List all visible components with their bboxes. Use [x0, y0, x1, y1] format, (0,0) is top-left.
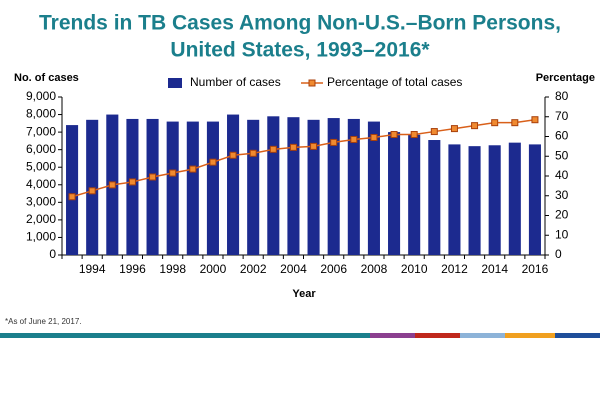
marker: [491, 119, 499, 127]
y-tick-label: 1,000: [26, 230, 56, 244]
bar: [206, 121, 219, 255]
y-axis-label: No. of cases: [14, 72, 79, 84]
marker: [511, 119, 519, 127]
legend-label: Number of cases: [190, 75, 281, 89]
line: [71, 118, 536, 198]
chart-title: Trends in TB Cases Among Non-U.S.–Born P…: [39, 12, 561, 35]
bar: [186, 121, 199, 255]
y-tick-label: 4,000: [26, 177, 56, 191]
bar: [146, 118, 159, 255]
x-tick-label: 2008: [361, 262, 388, 276]
marker: [209, 158, 217, 166]
y-tick-label: 2,000: [26, 212, 56, 226]
y-tick-label: 7,000: [26, 124, 56, 138]
bar: [347, 118, 360, 255]
x-tick-label: 2012: [441, 262, 468, 276]
footer-band: [0, 333, 600, 338]
x-tick-label: 2000: [200, 262, 227, 276]
bar: [126, 118, 139, 255]
marker: [269, 145, 277, 153]
y2-tick-label: 20: [555, 208, 569, 222]
bar: [287, 117, 300, 255]
y2-tick-label: 40: [555, 168, 569, 182]
bar: [488, 145, 501, 255]
marker: [330, 138, 338, 146]
x-tick-label: 1994: [79, 262, 106, 276]
y-tick-label: 5,000: [26, 159, 56, 173]
marker: [471, 122, 479, 130]
x-tick-label: 1996: [119, 262, 146, 276]
bar: [528, 144, 541, 255]
y-tick-label: 0: [49, 247, 56, 261]
x-tick-label: 2010: [401, 262, 428, 276]
x-tick-label: 2004: [280, 262, 307, 276]
bar: [448, 144, 461, 255]
y2-tick-label: 60: [555, 129, 569, 143]
marker: [108, 181, 116, 189]
marker: [450, 125, 458, 133]
y2-tick-label: 0: [555, 247, 562, 261]
marker: [289, 143, 297, 151]
marker: [350, 135, 358, 143]
bar: [468, 146, 481, 255]
marker: [310, 142, 318, 150]
bar: [367, 121, 380, 255]
marker: [249, 149, 257, 157]
y2-tick-label: 80: [555, 89, 569, 103]
bar: [247, 119, 260, 255]
marker: [390, 131, 398, 139]
bar: [227, 114, 240, 255]
chart-title: United States, 1993–2016*: [170, 39, 430, 62]
y-tick-label: 9,000: [26, 89, 56, 103]
legend-swatch: [168, 78, 182, 88]
bar: [388, 132, 401, 255]
y-tick-label: 8,000: [26, 107, 56, 121]
marker: [149, 173, 157, 181]
bar: [267, 116, 280, 255]
footnote: *As of June 21, 2017.: [5, 317, 82, 326]
bar: [408, 134, 421, 255]
bar: [327, 118, 340, 255]
marker: [169, 169, 177, 177]
x-tick-label: 1998: [159, 262, 186, 276]
y-tick-label: 3,000: [26, 195, 56, 209]
marker: [68, 193, 76, 201]
bar: [307, 119, 320, 255]
x-tick-label: 2016: [522, 262, 549, 276]
x-tick-label: 2002: [240, 262, 267, 276]
legend-label: Percentage of total cases: [327, 75, 462, 89]
marker: [531, 116, 539, 124]
x-axis-label: Year: [292, 288, 316, 300]
marker: [229, 151, 237, 159]
y2-tick-label: 30: [555, 188, 569, 202]
bar: [166, 121, 179, 255]
y2-tick-label: 10: [555, 227, 569, 241]
y2-tick-label: 70: [555, 109, 569, 123]
marker: [189, 165, 197, 173]
marker: [88, 187, 96, 195]
x-tick-label: 2006: [320, 262, 347, 276]
y2-axis-label: Percentage: [536, 72, 595, 84]
y-tick-label: 6,000: [26, 142, 56, 156]
bar: [428, 140, 441, 255]
x-tick-label: 2014: [481, 262, 508, 276]
bar: [66, 125, 79, 255]
legend-swatch: [308, 79, 316, 87]
y2-tick-label: 50: [555, 148, 569, 162]
marker: [370, 133, 378, 141]
marker: [410, 131, 418, 139]
bar: [508, 142, 521, 255]
marker: [128, 178, 136, 186]
marker: [430, 128, 438, 136]
